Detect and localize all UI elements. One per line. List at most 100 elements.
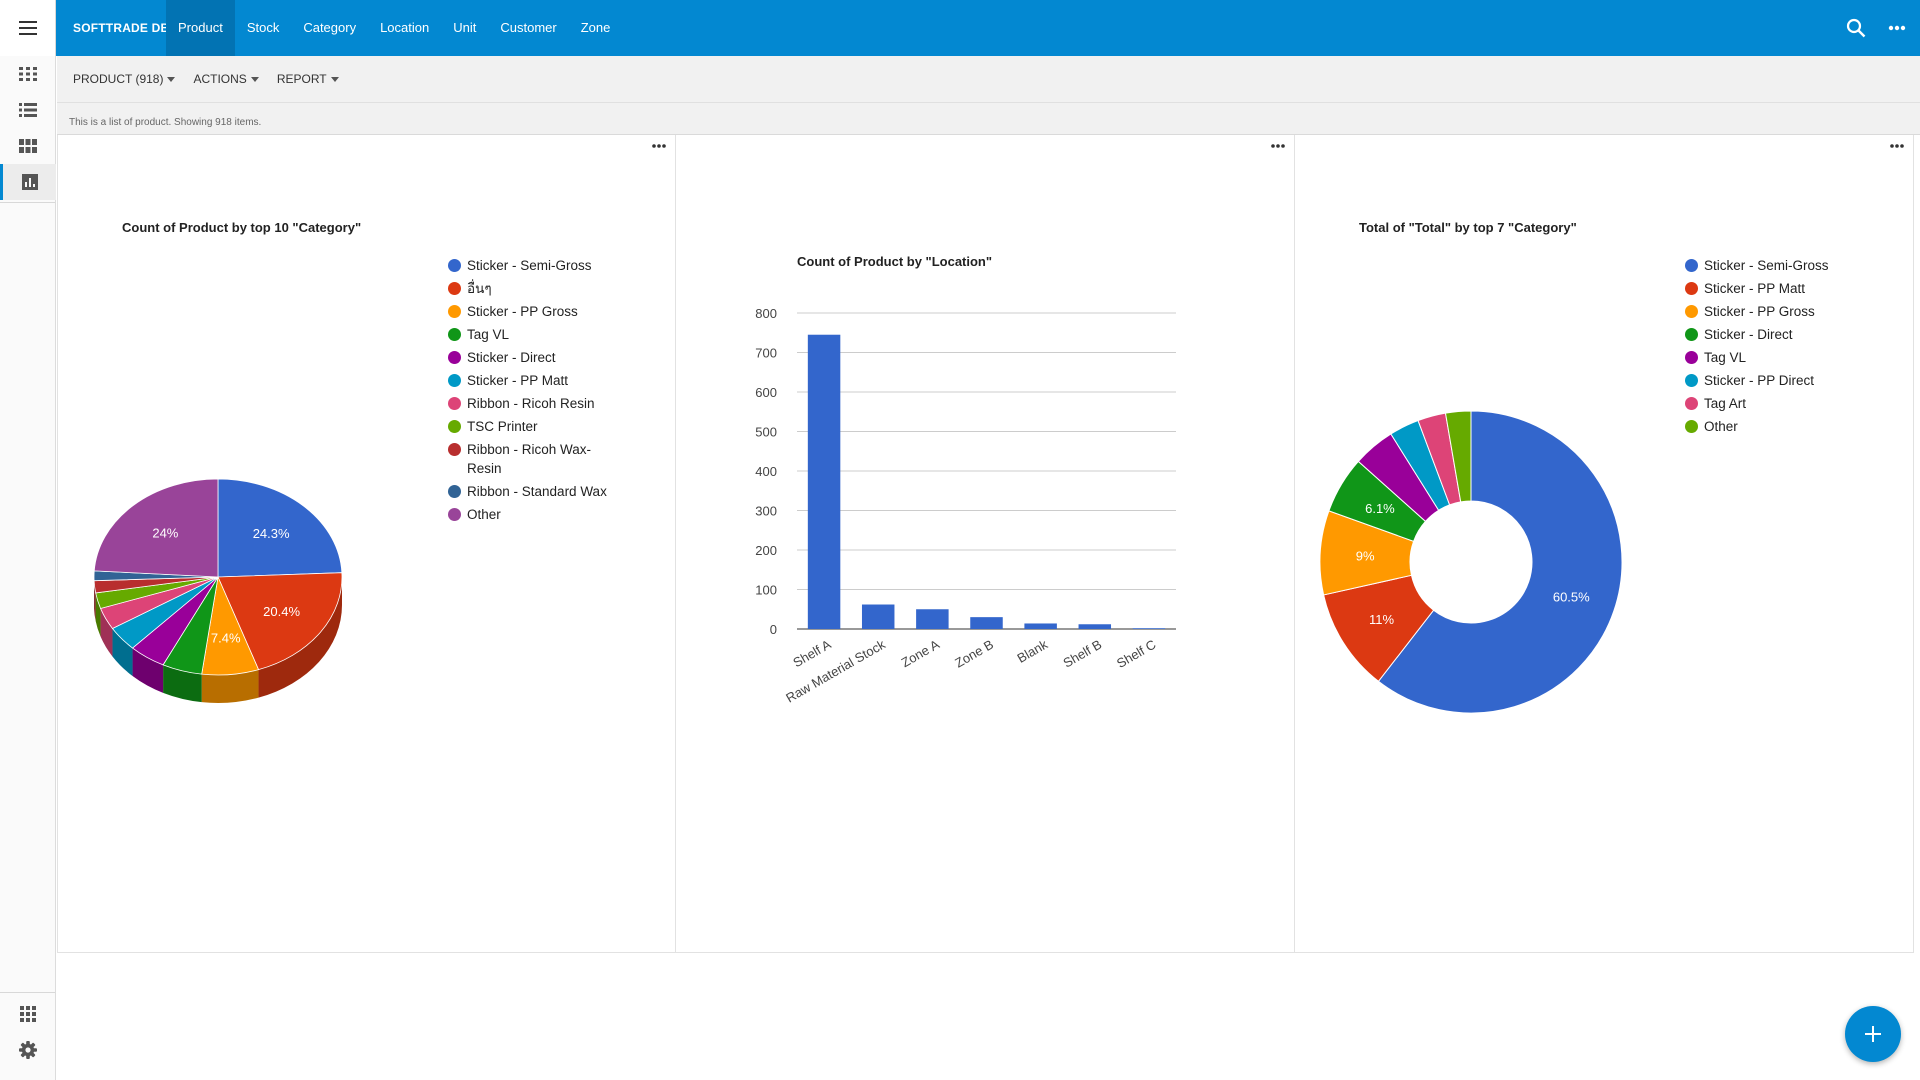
pie-slice-side [163,664,202,703]
legend-swatch [448,397,461,410]
bar [1132,628,1166,629]
search-icon[interactable] [1846,18,1866,38]
chart-view-button[interactable] [0,164,56,200]
left-rail [0,56,56,1080]
donut-slice [1377,410,1623,714]
pie-data-label: 24% [152,526,178,541]
list-view-button[interactable] [0,92,56,128]
legend-item[interactable]: Tag VL [1685,348,1860,367]
legend-swatch [448,374,461,387]
donut-chart: 60.5% 11% 9% 6.1% [1319,410,1623,714]
donut-data-label: 60.5% [1553,589,1590,604]
pie-data-label: 7.4% [211,630,241,645]
bar [1078,624,1112,629]
legend-label: Sticker - Direct [1704,327,1793,342]
report-dropdown[interactable]: REPORT [277,72,339,86]
y-tick-label: 0 [770,622,777,637]
legend-item[interactable]: Ribbon - Standard Wax [448,482,623,501]
legend-label: Sticker - PP Gross [467,304,578,319]
x-tick-label: Shelf A [790,636,833,670]
add-button[interactable] [1845,1006,1901,1062]
legend-label: Sticker - Semi-Gross [467,258,592,273]
bar [807,334,841,629]
y-tick-label: 800 [755,306,777,321]
legend-swatch [448,259,461,272]
legend-label: อื่นๆ [467,281,492,296]
legend-item[interactable]: Sticker - PP Gross [1685,302,1860,321]
more-horizontal-icon[interactable] [1888,25,1906,31]
list-view-icon [19,103,37,117]
legend-item[interactable]: อื่นๆ [448,279,623,298]
legend-item[interactable]: Ribbon - Ricoh Resin [448,394,623,413]
apps-icon [20,1006,36,1022]
legend-swatch [1685,328,1698,341]
y-tick-label: 200 [755,543,777,558]
legend-swatch [448,443,461,456]
nav-item-product[interactable]: Product [166,0,235,56]
menu-button[interactable] [0,0,56,56]
legend-swatch [448,328,461,341]
app-brand[interactable]: SOFTTRADE DB [73,21,170,35]
x-tick-label: Raw Material Stock [783,636,888,705]
nav-item-location[interactable]: Location [380,20,430,35]
chart-legend: Sticker - Semi-Gross Sticker - PP Matt Sti… [1685,256,1860,440]
product-dropdown-label: PRODUCT (918) [73,72,164,86]
nav-item-stock[interactable]: Stock [246,20,280,35]
grid-view-button[interactable] [0,56,56,92]
apps-button[interactable] [0,996,56,1032]
legend-label: Tag VL [1704,350,1747,365]
legend-item[interactable]: Other [1685,417,1860,436]
legend-item[interactable]: Sticker - PP Matt [1685,279,1860,298]
chart-legend: Sticker - Semi-Gross อื่นๆ Sticker - PP Gr… [448,256,623,528]
nav-item-zone[interactable]: Zone [580,20,611,35]
y-tick-label: 600 [755,385,777,400]
actions-dropdown-label: ACTIONS [193,72,247,86]
legend-item[interactable]: Sticker - Direct [448,348,623,367]
nav-item-unit[interactable]: Unit [453,20,477,35]
plus-icon [1865,1026,1881,1042]
legend-label: Ribbon - Ricoh Resin [467,396,595,411]
product-dropdown[interactable]: PRODUCT (918) [73,72,176,86]
legend-item[interactable]: Sticker - PP Gross [448,302,623,321]
x-tick-label: Zone B [952,637,996,671]
legend-item[interactable]: Sticker - Semi-Gross [448,256,623,275]
sub-toolbar: PRODUCT (918) ACTIONS REPORT [57,56,1920,103]
pie-slice-side [258,577,342,698]
pie-slice-side [100,608,113,657]
more-horizontal-icon[interactable] [651,143,667,149]
nav-item-category[interactable]: Category [303,20,357,35]
donut-data-label: 9% [1356,548,1375,563]
legend-item[interactable]: Tag VL [448,325,623,344]
y-tick-label: 700 [755,346,777,361]
legend-item[interactable]: Sticker - PP Matt [448,371,623,390]
more-horizontal-icon[interactable] [1270,143,1286,149]
legend-item[interactable]: Other [448,505,623,524]
legend-item[interactable]: TSC Printer [448,417,623,436]
legend-label: Ribbon - Ricoh Wax-Resin [467,442,592,476]
more-horizontal-icon[interactable] [1889,143,1905,149]
pie-slice [217,572,343,671]
actions-dropdown[interactable]: ACTIONS [193,72,259,86]
chart-title: Count of Product by top 10 "Category" [122,220,362,235]
legend-item[interactable]: Sticker - Semi-Gross [1685,256,1860,275]
bar [861,604,895,629]
legend-item[interactable]: Ribbon - Ricoh Wax-Resin [448,440,623,478]
legend-label: Sticker - Semi-Gross [1704,258,1829,273]
legend-label: Sticker - Direct [467,350,556,365]
legend-swatch [1685,282,1698,295]
report-dropdown-label: REPORT [276,72,327,86]
y-tick-label: 300 [755,504,777,519]
tile-view-button[interactable] [0,128,56,164]
legend-item[interactable]: Sticker - Direct [1685,325,1860,344]
nav-item-customer[interactable]: Customer [500,20,557,35]
x-tick-label: Zone A [899,636,942,670]
legend-swatch [448,305,461,318]
settings-icon [19,1041,37,1059]
rail-divider [0,202,55,203]
legend-item[interactable]: Sticker - PP Direct [1685,371,1860,390]
chart-panel-category-count: Count of Product by top 10 "Category" 24… [57,135,676,953]
legend-item[interactable]: Tag Art [1685,394,1860,413]
pie-slice [217,478,343,578]
settings-button[interactable] [0,1032,56,1068]
